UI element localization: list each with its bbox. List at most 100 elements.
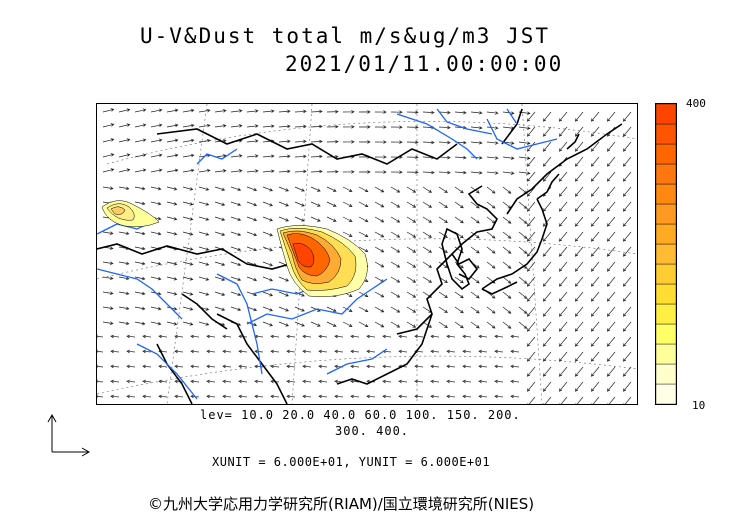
wind-arrow (278, 276, 289, 282)
wind-arrow (558, 171, 568, 182)
wind-arrow (326, 186, 337, 192)
wind-arrow (574, 351, 584, 362)
wind-arrow (102, 138, 115, 143)
wind-arrow (182, 291, 194, 296)
wind-arrow (590, 336, 600, 347)
wind-arrow (526, 351, 536, 362)
wind-arrow (446, 334, 456, 339)
wind-arrow (246, 306, 258, 312)
color-scale-step (655, 263, 677, 285)
wind-arrow (486, 201, 496, 209)
wind-arrow (574, 231, 584, 242)
wind-arrow (422, 216, 433, 223)
wind-arrow (438, 321, 448, 329)
wind-arrow (422, 170, 435, 175)
wind-arrow (518, 306, 528, 314)
wind-arrow (406, 291, 417, 298)
wind-arrow (150, 276, 162, 281)
wind-arrow (358, 140, 371, 144)
wind-arrow (606, 306, 616, 317)
wind-arrow (182, 216, 194, 221)
wind-arrow (254, 364, 264, 369)
wind-arrow (326, 201, 337, 207)
wind-arrow (454, 186, 464, 194)
wind-arrow (198, 138, 211, 143)
wind-arrow (350, 394, 360, 399)
valid-time: 2021/01/11.00:00:00 (285, 52, 564, 76)
wind-arrow (182, 306, 194, 311)
wind-arrow (262, 124, 275, 128)
wind-arrow (310, 216, 321, 222)
wind-arrow (558, 246, 568, 257)
wind-arrow (262, 154, 275, 158)
wind-arrow (150, 168, 163, 173)
wind-arrow (406, 261, 417, 268)
wind-arrow (206, 349, 216, 354)
wind-arrow (558, 141, 568, 152)
wind-arrow (294, 109, 307, 114)
wind-arrow (198, 168, 211, 173)
wind-arrow (310, 154, 323, 159)
wind-arrow (174, 394, 184, 399)
wind-arrow (102, 231, 114, 235)
wind-arrow (590, 201, 600, 212)
japan-korea (441, 133, 580, 295)
wind-arrow (607, 396, 616, 404)
wind-arrow (334, 394, 344, 399)
wind-arrow (310, 201, 321, 207)
wind-arrow (430, 394, 440, 399)
wind-arrow (526, 336, 536, 347)
wind-arrow (510, 364, 520, 369)
wind-arrow (470, 171, 483, 175)
wind-arrow (134, 201, 146, 206)
wind-arrow (454, 306, 464, 314)
wind-arrow (198, 291, 210, 296)
wind-arrow (318, 379, 328, 384)
wind-arrow (222, 334, 232, 339)
wind-arrow (454, 216, 464, 224)
wind-arrow (310, 321, 321, 327)
wind-arrow (190, 379, 200, 384)
wind-arrow (278, 109, 291, 114)
wind-arrow (518, 126, 531, 130)
wind-arrow (494, 334, 504, 339)
wind-arrow (230, 216, 242, 222)
wind-arrow (214, 201, 226, 206)
wind-arrow (526, 186, 536, 197)
wind-arrow (254, 349, 264, 354)
wind-arrow (454, 110, 467, 115)
wind-arrow (422, 110, 435, 115)
wind-arrow (526, 231, 536, 242)
wind-arrow (590, 306, 600, 317)
wind-arrow (134, 306, 146, 311)
wind-arrow (110, 349, 120, 354)
wind-arrow (182, 138, 195, 143)
wind-arrow (406, 155, 419, 160)
wind-arrow (246, 231, 258, 237)
wind-arrow (350, 379, 360, 384)
wind-arrow (398, 394, 408, 399)
wind-arrow (574, 216, 584, 227)
wind-arrow (622, 351, 632, 362)
wind-arrow (214, 216, 226, 221)
wind-arrow (390, 216, 401, 223)
wind-arrow (470, 231, 480, 239)
wind-arrow (502, 231, 512, 239)
wind-arrow (182, 201, 194, 206)
wind-arrow (422, 246, 433, 253)
wind-arrow (446, 349, 456, 354)
wind-arrow (542, 126, 552, 137)
wind-arrow (462, 334, 472, 339)
wind-arrow (558, 366, 568, 377)
wind-arrow (182, 246, 194, 251)
wind-arrow (102, 123, 115, 128)
wind-arrow (542, 231, 552, 242)
wind-arrow (591, 396, 600, 404)
wind-arrow (262, 109, 275, 113)
wind-arrow (478, 364, 488, 369)
wind-arrow (518, 171, 531, 175)
wind-arrow (558, 111, 568, 122)
wind-arrow (574, 156, 584, 167)
wind-arrow (134, 168, 147, 173)
wind-arrow (622, 381, 632, 392)
